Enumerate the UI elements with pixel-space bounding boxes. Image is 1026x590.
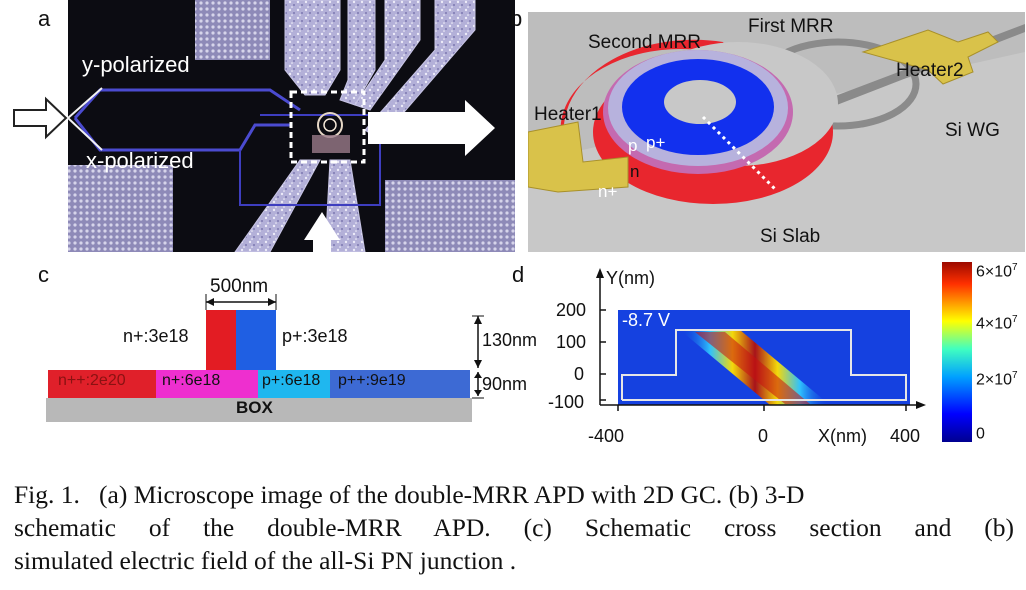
width-label: 500nm (210, 276, 269, 297)
panel-c-label: c (38, 262, 49, 287)
slab-height-label: 90nm (482, 374, 528, 394)
x-tick-0: 0 (758, 426, 769, 446)
caption-line-3: simulated electric field of the all-Si P… (14, 546, 517, 575)
panel-a-label: a (38, 6, 51, 31)
box-layer (46, 398, 472, 422)
slab-n-plus-region (156, 370, 258, 398)
panel-d-label: d (512, 262, 525, 287)
rib-left-doping: n+:3e18 (123, 326, 189, 346)
caption-line-1: Fig. 1. (a) Microscope image of the doub… (14, 480, 805, 509)
caption-line-2: schematic of the double-MRR APD. (c) Sch… (14, 513, 1014, 542)
p-label: p (628, 136, 638, 155)
x-tick-minus-400: -400 (588, 426, 625, 446)
rib-right-doping: p+:3e18 (282, 326, 348, 346)
y-tick-0: 0 (574, 364, 585, 384)
bias-label: -8.7 V (622, 310, 671, 330)
heater2-label: Heater2 (896, 60, 964, 81)
y-tick-200: 200 (556, 300, 587, 320)
slab-4-doping: p++:9e19 (338, 372, 406, 389)
slab-1-doping: n++:2e20 (58, 372, 126, 389)
slab-3-doping: p+:6e18 (262, 372, 321, 389)
waveguide-outline (621, 329, 907, 401)
slab-n-pp-region (48, 370, 156, 398)
colorbar-tick-0: 0 (976, 425, 985, 443)
slab-p-plus-region (258, 370, 330, 398)
slab-2-doping: n+:6e18 (162, 372, 221, 389)
panel-c-cross-section (46, 294, 484, 422)
first-mrr-label: First MRR (748, 16, 834, 37)
x-tick-400: 400 (890, 426, 921, 446)
colorbar-tick-6e7: 6×107 (976, 262, 1018, 281)
n-label: n (630, 162, 640, 181)
si-wg-label: Si WG (945, 120, 1000, 141)
x-axis-label: X(nm) (818, 426, 867, 446)
p-plus-label: p+ (646, 133, 666, 152)
y-tick-minus-100: -100 (548, 392, 585, 412)
second-mrr-label: Second MRR (588, 32, 701, 53)
panel-b-3d-schematic (528, 12, 1025, 252)
colorbar-tick-4e7: 4×107 (976, 314, 1018, 333)
n-plus-label: n+ (598, 182, 618, 201)
colorbar-tick-2e7: 2×107 (976, 370, 1018, 389)
panel-d-efield-plot (596, 262, 972, 442)
y-tick-100: 100 (556, 332, 587, 352)
panel-a-microscope-image (13, 0, 515, 252)
panel-b-label: b (510, 6, 523, 31)
rib-height-label: 130nm (482, 330, 538, 350)
slab-p-pp-region (330, 370, 470, 398)
box-label: BOX (236, 398, 273, 417)
y-polarized-label: y-polarized (82, 52, 190, 77)
colorbar (942, 262, 972, 442)
heater1-label: Heater1 (534, 104, 602, 125)
rib-p-plus-region (236, 310, 276, 370)
rib-n-plus-region (206, 310, 236, 370)
si-slab-label: Si Slab (760, 226, 821, 247)
figure-caption: Fig. 1. (a) Microscope image of the doub… (14, 478, 1014, 577)
x-polarized-label: x-polarized (86, 148, 194, 173)
y-axis-label: Y(nm) (606, 268, 655, 288)
